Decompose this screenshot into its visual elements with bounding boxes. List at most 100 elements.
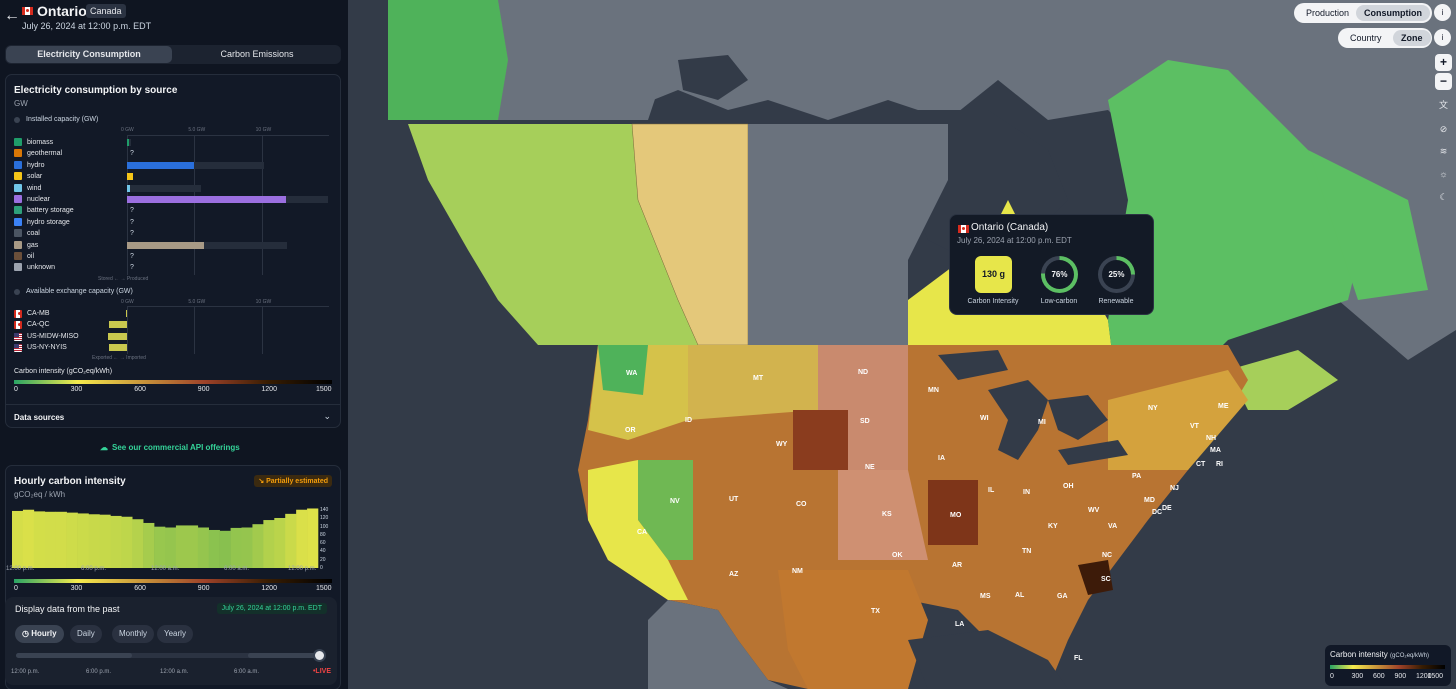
hourly-bar[interactable] — [132, 519, 144, 568]
source-chart-title: Electricity consumption by source — [14, 85, 178, 96]
zoom-out-button[interactable]: − — [1435, 73, 1452, 90]
hourly-bar[interactable] — [208, 529, 220, 568]
chevron-down-icon[interactable]: ⌄ — [323, 411, 331, 421]
chart-icon: ↘ — [258, 478, 267, 485]
source-row-battery-storage[interactable]: battery storage? — [14, 205, 334, 216]
production-bar — [127, 184, 130, 192]
country-toggle[interactable]: Country — [1350, 33, 1382, 43]
state-label-vt: VT — [1190, 423, 1200, 430]
hourly-y-tick: 140 — [320, 507, 329, 514]
hourly-bar[interactable] — [175, 525, 188, 568]
hourly-bar[interactable] — [241, 527, 253, 568]
hourly-bar[interactable] — [121, 516, 133, 568]
hourly-bar[interactable] — [44, 511, 57, 568]
source-label: oil — [27, 253, 35, 260]
source-label: battery storage — [27, 207, 74, 215]
hourly-title: Hourly carbon intensity — [14, 476, 126, 487]
region-nevada — [638, 460, 693, 560]
source-row-nuclear[interactable]: nuclear — [14, 194, 334, 205]
carbon-map[interactable]: WA MT ND MN OR ID WY SD WI MI NY VT NH ME MA CT RI PA NJ IA… — [348, 0, 1456, 689]
hourly-bar[interactable] — [77, 513, 89, 568]
hourly-bar[interactable] — [66, 512, 78, 568]
source-row-oil[interactable]: oil? — [14, 251, 334, 262]
region-south-carolina — [1078, 560, 1113, 595]
hourly-bar[interactable] — [230, 527, 242, 568]
ci-scale-label: Carbon intensity (gCO₂eq/kWh) — [14, 368, 113, 375]
state-label-ca: CA — [637, 529, 647, 536]
hourly-bar[interactable] — [186, 525, 199, 568]
hourly-bar[interactable] — [88, 514, 100, 568]
live-indicator[interactable]: •LIVE — [312, 668, 331, 675]
source-row-hydro[interactable]: hydro — [14, 160, 334, 171]
hourly-bar[interactable] — [307, 508, 319, 568]
hourly-bar[interactable] — [165, 527, 177, 568]
source-row-coal[interactable]: coal? — [14, 228, 334, 239]
source-row-wind[interactable]: wind — [14, 183, 334, 194]
hourly-label: Hourly — [31, 629, 57, 638]
eye-off-icon[interactable]: ⊘ — [1439, 124, 1448, 134]
canada-flag-icon — [22, 7, 33, 15]
hourly-bar[interactable] — [219, 530, 231, 568]
exchange-row-US-NY-NYIS[interactable]: US-NY-NYIS — [14, 342, 334, 353]
exchange-row-CA-MB[interactable]: CA-MB — [14, 308, 334, 319]
source-row-unknown[interactable]: unknown? — [14, 262, 334, 273]
source-row-hydro-storage[interactable]: hydro storage? — [14, 217, 334, 228]
source-row-gas[interactable]: gas — [14, 240, 334, 251]
hourly-bar[interactable] — [12, 510, 24, 568]
source-row-biomass[interactable]: biomass — [14, 137, 334, 148]
hourly-bar[interactable] — [55, 511, 67, 568]
time-slider-track[interactable] — [16, 653, 322, 658]
yearly-button[interactable]: Yearly — [157, 625, 193, 643]
hourly-bar[interactable] — [285, 513, 297, 568]
battery-icon — [14, 206, 22, 215]
back-arrow-icon[interactable]: ← — [4, 7, 20, 24]
api-offerings-link[interactable]: ☁ See our commercial API offerings — [100, 443, 240, 452]
state-label-il: IL — [988, 487, 995, 494]
hourly-bar[interactable] — [143, 522, 155, 568]
land-mexico — [648, 600, 788, 689]
hourly-bar[interactable] — [252, 524, 264, 568]
daily-button[interactable]: Daily — [70, 625, 102, 643]
hourly-bar[interactable] — [22, 509, 35, 568]
hourly-bar[interactable] — [154, 526, 166, 568]
moon-theme-icon[interactable]: ☾ — [1439, 192, 1448, 202]
tab-carbon-emissions[interactable]: Carbon Emissions — [220, 49, 294, 59]
state-label-ct: CT — [1196, 461, 1206, 468]
hourly-bar[interactable] — [263, 520, 275, 568]
exchange-row-CA-QC[interactable]: CA-QC — [14, 319, 334, 330]
tab-electricity-consumption[interactable]: Electricity Consumption — [6, 46, 172, 63]
hourly-bar[interactable] — [296, 509, 308, 568]
flame-icon — [14, 240, 22, 249]
hourly-bar[interactable] — [33, 511, 46, 568]
renewable-value: 25% — [1102, 260, 1131, 289]
state-label-ok: OK — [892, 552, 903, 559]
hourly-bar[interactable] — [197, 527, 210, 568]
info-icon[interactable]: i — [1434, 29, 1451, 46]
state-label-ga: GA — [1057, 593, 1068, 600]
production-toggle[interactable]: Production — [1306, 8, 1350, 18]
language-icon[interactable]: 文 — [1438, 100, 1448, 110]
info-icon[interactable]: i — [1434, 4, 1451, 21]
hourly-x-tick: 12:00 p.m. — [6, 566, 35, 572]
monthly-button[interactable]: Monthly — [112, 625, 155, 643]
region-kansas — [838, 470, 928, 560]
zone-toggle[interactable]: Zone — [1393, 30, 1431, 46]
zone-tooltip: Ontario (Canada) July 26, 2024 at 12:00 … — [949, 214, 1154, 315]
consumption-toggle[interactable]: Consumption — [1356, 5, 1430, 21]
source-row-geothermal[interactable]: geothermal? — [14, 148, 334, 159]
time-slider-thumb[interactable] — [313, 649, 326, 662]
wind-layer-icon[interactable]: ≋ — [1439, 146, 1448, 156]
hourly-chart[interactable] — [12, 506, 332, 568]
state-label-wi: WI — [980, 415, 989, 422]
hourly-button[interactable]: ◷ Hourly — [15, 625, 64, 643]
zoom-in-button[interactable]: + — [1435, 54, 1452, 71]
low-carbon-ring: 76% — [1041, 256, 1078, 293]
hourly-bar[interactable] — [274, 517, 286, 568]
data-sources-toggle[interactable]: Data sources — [14, 413, 65, 422]
cloud-icon: ☁ — [100, 443, 108, 452]
hourly-bar[interactable] — [99, 514, 111, 568]
source-row-solar[interactable]: solar — [14, 171, 334, 182]
sun-layer-icon[interactable]: ☼ — [1439, 169, 1448, 179]
exchange-row-US-MIDW-MISO[interactable]: US-MIDW-MISO — [14, 331, 334, 342]
hourly-bar[interactable] — [110, 515, 122, 568]
